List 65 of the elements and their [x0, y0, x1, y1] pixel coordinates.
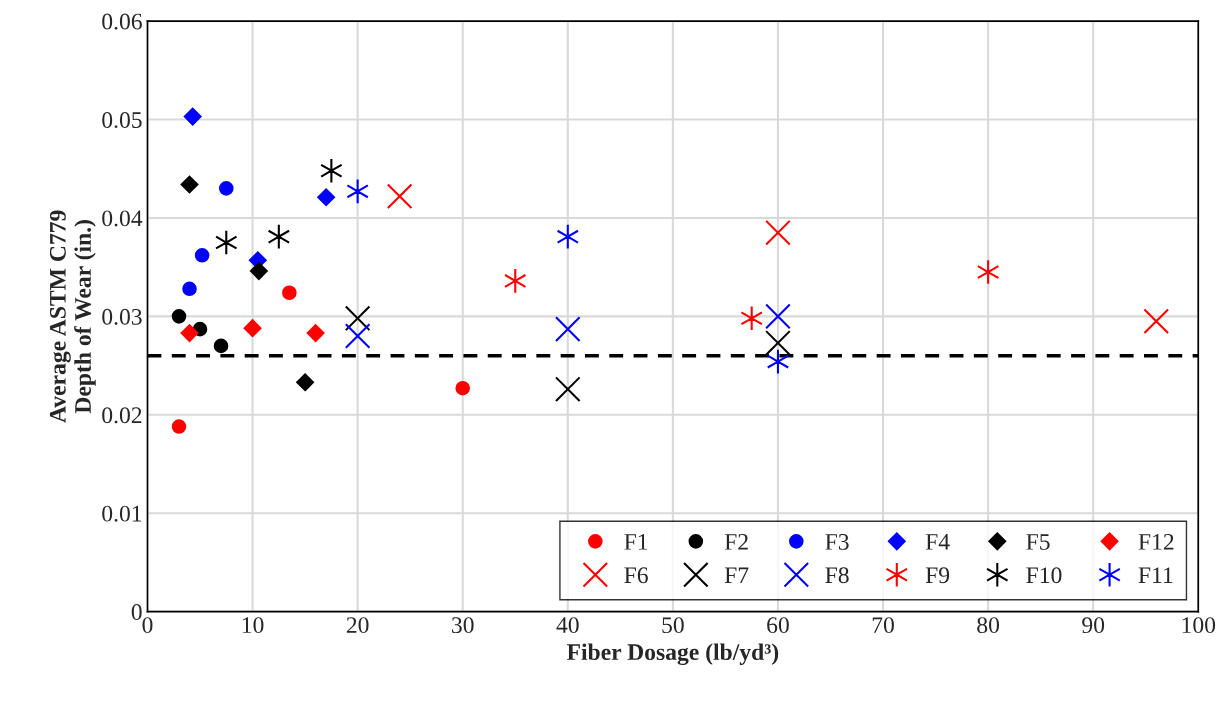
point	[765, 303, 791, 330]
y-tick-label: 0.05	[102, 112, 142, 129]
point	[344, 305, 371, 332]
x-tick-label: 20	[346, 617, 369, 634]
point	[386, 183, 413, 210]
x-tick-label: 0	[142, 617, 153, 634]
point	[554, 316, 581, 342]
point	[554, 376, 581, 403]
x-tick-label: 60	[767, 617, 789, 634]
point	[183, 107, 202, 126]
y-tick-label: 0.03	[102, 308, 142, 325]
x-tick-label: 30	[452, 617, 474, 634]
x-tick-label: 40	[556, 617, 579, 634]
legend-label: F5	[1026, 534, 1050, 550]
y-tick-label: 0	[131, 604, 142, 621]
point	[765, 219, 791, 246]
point	[503, 268, 527, 294]
y-tick-label: 0.02	[102, 407, 142, 424]
legend-label: F6	[624, 567, 648, 584]
point	[346, 178, 369, 205]
point	[182, 281, 197, 297]
x-axis-title: Fiber Dosage (lb/yd³)	[566, 643, 779, 666]
point	[194, 248, 210, 263]
point	[296, 373, 314, 392]
legend-label: F3	[825, 533, 849, 550]
y-axis-title: Average ASTM C779 Depth of Wear (in.)	[49, 210, 96, 423]
point	[455, 380, 471, 396]
legend-label: F1	[624, 534, 648, 550]
point	[765, 330, 791, 356]
point	[171, 419, 187, 434]
legend-label: F4	[925, 534, 950, 550]
x-tick-label: 10	[242, 617, 264, 634]
point	[344, 323, 371, 349]
y-tick-label: 0.04	[102, 210, 143, 227]
point	[317, 188, 336, 207]
legend-label: F10	[1026, 567, 1062, 584]
point	[556, 223, 580, 250]
legend-label: F12	[1138, 533, 1174, 550]
x-tick-label: 100	[1182, 617, 1216, 634]
x-tick-label: 80	[977, 617, 1000, 634]
legend-label: F7	[724, 567, 749, 583]
point	[740, 305, 763, 332]
x-tick-label: 90	[1082, 617, 1105, 634]
point	[180, 175, 199, 194]
point	[976, 259, 1000, 285]
point	[320, 157, 343, 184]
legend-label: F11	[1138, 567, 1173, 583]
point	[213, 338, 229, 354]
legend-label: F9	[925, 567, 950, 584]
y-tick-label: 0.01	[102, 505, 142, 522]
point	[1143, 308, 1170, 335]
point	[180, 324, 199, 342]
legend-label: F2	[724, 533, 748, 550]
point	[267, 223, 291, 250]
x-tick-label: 50	[662, 617, 684, 634]
point	[766, 348, 790, 375]
point	[243, 319, 262, 338]
point	[219, 181, 234, 196]
point	[171, 309, 187, 324]
point	[282, 285, 297, 301]
legend-label: F8	[825, 567, 849, 584]
x-tick-label: 70	[872, 617, 894, 634]
point	[306, 324, 325, 342]
point	[249, 262, 268, 280]
y-tick-label: 0.06	[102, 13, 142, 30]
